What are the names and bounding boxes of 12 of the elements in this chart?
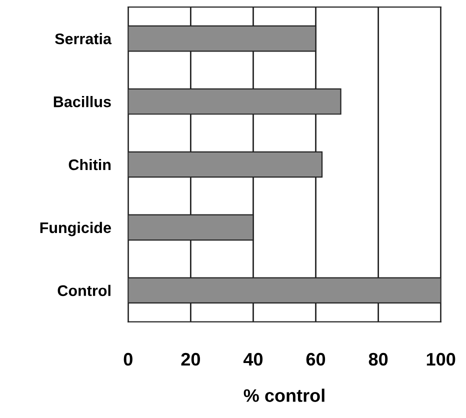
y-tick-label: Fungicide [40, 222, 111, 236]
y-tick-label: Bacillus [54, 96, 111, 108]
x-tick-label: 40 [243, 352, 263, 366]
x-tick-label: 0 [124, 352, 132, 366]
x-tick-label: 100 [426, 352, 456, 366]
y-tick-label: Chitin [68, 158, 111, 170]
x-axis-title: % control [244, 388, 324, 402]
x-tick-label: 60 [306, 352, 326, 366]
y-tick-label: Control [58, 284, 110, 296]
y-tick-label: Serratia [55, 33, 112, 44]
x-tick-label: 20 [181, 352, 200, 366]
x-tick-label: 80 [368, 352, 388, 366]
